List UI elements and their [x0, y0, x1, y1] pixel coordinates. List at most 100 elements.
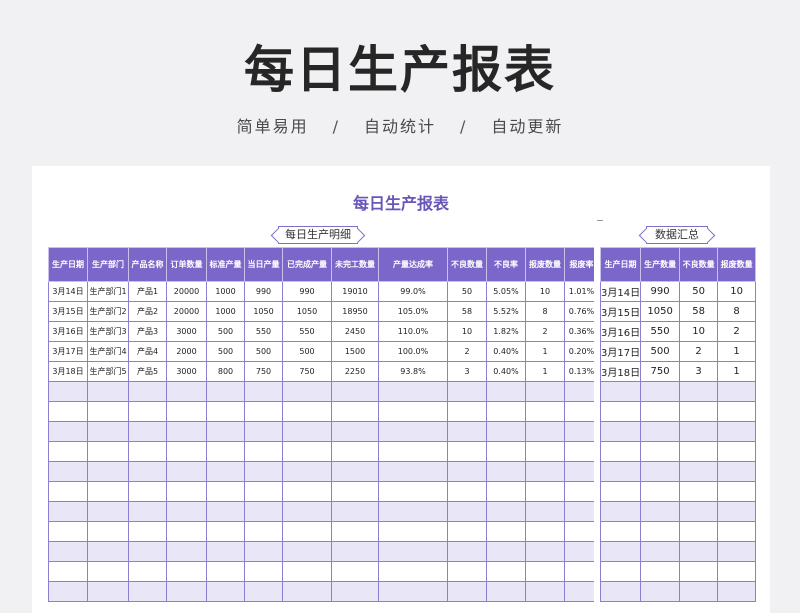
empty-cell[interactable] — [447, 441, 487, 462]
empty-cell[interactable] — [486, 461, 526, 482]
empty-cell[interactable] — [525, 481, 565, 502]
table-cell[interactable]: 3月17日 — [599, 341, 642, 362]
empty-cell[interactable] — [378, 381, 448, 402]
table-cell[interactable]: 2 — [717, 321, 757, 342]
empty-cell[interactable] — [599, 521, 642, 542]
empty-cell[interactable] — [564, 461, 599, 482]
empty-cell[interactable] — [679, 481, 719, 502]
table-cell[interactable]: 0.40% — [486, 341, 526, 362]
empty-cell[interactable] — [599, 421, 642, 442]
table-cell[interactable]: 0.40% — [486, 361, 526, 382]
table-cell[interactable]: 10 — [447, 321, 487, 342]
empty-cell[interactable] — [206, 401, 245, 422]
table-cell[interactable]: 8 — [525, 301, 565, 322]
empty-cell[interactable] — [244, 501, 283, 522]
table-cell[interactable]: 1 — [717, 341, 757, 362]
empty-cell[interactable] — [717, 561, 757, 582]
empty-cell[interactable] — [206, 581, 245, 602]
empty-cell[interactable] — [447, 541, 487, 562]
empty-cell[interactable] — [378, 401, 448, 422]
empty-cell[interactable] — [282, 441, 332, 462]
empty-cell[interactable] — [486, 401, 526, 422]
empty-cell[interactable] — [166, 561, 207, 582]
empty-cell[interactable] — [447, 581, 487, 602]
table-cell[interactable]: 990 — [282, 281, 332, 302]
empty-cell[interactable] — [599, 461, 642, 482]
table-cell[interactable]: 1050 — [282, 301, 332, 322]
empty-cell[interactable] — [486, 481, 526, 502]
table-cell[interactable]: 2 — [447, 341, 487, 362]
empty-cell[interactable] — [331, 541, 379, 562]
empty-cell[interactable] — [447, 421, 487, 442]
empty-cell[interactable] — [282, 421, 332, 442]
empty-cell[interactable] — [282, 581, 332, 602]
empty-cell[interactable] — [128, 541, 167, 562]
empty-cell[interactable] — [679, 421, 719, 442]
empty-cell[interactable] — [525, 541, 565, 562]
table-cell[interactable]: 2450 — [331, 321, 379, 342]
table-cell[interactable]: 550 — [244, 321, 283, 342]
empty-cell[interactable] — [128, 421, 167, 442]
empty-cell[interactable] — [564, 381, 599, 402]
empty-cell[interactable] — [717, 501, 757, 522]
table-cell[interactable]: 产品3 — [128, 321, 167, 342]
table-cell[interactable]: 生产部门5 — [87, 361, 129, 382]
empty-cell[interactable] — [331, 521, 379, 542]
empty-cell[interactable] — [525, 501, 565, 522]
table-cell[interactable]: 750 — [282, 361, 332, 382]
empty-cell[interactable] — [87, 461, 129, 482]
table-cell[interactable]: 105.0% — [378, 301, 448, 322]
table-cell[interactable]: 1000 — [206, 281, 245, 302]
empty-cell[interactable] — [331, 461, 379, 482]
empty-cell[interactable] — [331, 581, 379, 602]
empty-cell[interactable] — [486, 421, 526, 442]
empty-cell[interactable] — [87, 541, 129, 562]
empty-cell[interactable] — [244, 421, 283, 442]
empty-cell[interactable] — [525, 581, 565, 602]
table-cell[interactable]: 3月15日 — [48, 301, 88, 322]
empty-cell[interactable] — [166, 401, 207, 422]
empty-cell[interactable] — [128, 481, 167, 502]
empty-cell[interactable] — [282, 481, 332, 502]
empty-cell[interactable] — [679, 441, 719, 462]
table-cell[interactable]: 93.8% — [378, 361, 448, 382]
empty-cell[interactable] — [244, 461, 283, 482]
empty-cell[interactable] — [166, 481, 207, 502]
empty-cell[interactable] — [282, 561, 332, 582]
empty-cell[interactable] — [525, 401, 565, 422]
empty-cell[interactable] — [640, 421, 681, 442]
table-cell[interactable]: 99.0% — [378, 281, 448, 302]
table-cell[interactable]: 1.82% — [486, 321, 526, 342]
empty-cell[interactable] — [331, 441, 379, 462]
empty-cell[interactable] — [166, 501, 207, 522]
table-cell[interactable]: 58 — [447, 301, 487, 322]
empty-cell[interactable] — [378, 481, 448, 502]
empty-cell[interactable] — [282, 501, 332, 522]
empty-cell[interactable] — [128, 501, 167, 522]
table-cell[interactable]: 2000 — [166, 341, 207, 362]
table-cell[interactable]: 10 — [717, 281, 757, 302]
table-cell[interactable]: 3000 — [166, 321, 207, 342]
table-cell[interactable]: 500 — [206, 341, 245, 362]
empty-cell[interactable] — [87, 481, 129, 502]
empty-cell[interactable] — [206, 421, 245, 442]
table-cell[interactable]: 18950 — [331, 301, 379, 322]
empty-cell[interactable] — [640, 521, 681, 542]
empty-cell[interactable] — [166, 521, 207, 542]
empty-cell[interactable] — [206, 381, 245, 402]
table-cell[interactable]: 990 — [640, 281, 681, 302]
empty-cell[interactable] — [282, 461, 332, 482]
empty-cell[interactable] — [599, 501, 642, 522]
empty-cell[interactable] — [244, 381, 283, 402]
empty-cell[interactable] — [525, 561, 565, 582]
empty-cell[interactable] — [206, 501, 245, 522]
empty-cell[interactable] — [87, 441, 129, 462]
empty-cell[interactable] — [331, 561, 379, 582]
table-cell[interactable]: 1 — [525, 341, 565, 362]
empty-cell[interactable] — [378, 441, 448, 462]
empty-cell[interactable] — [525, 381, 565, 402]
table-cell[interactable]: 800 — [206, 361, 245, 382]
empty-cell[interactable] — [447, 481, 487, 502]
empty-cell[interactable] — [166, 441, 207, 462]
empty-cell[interactable] — [447, 521, 487, 542]
